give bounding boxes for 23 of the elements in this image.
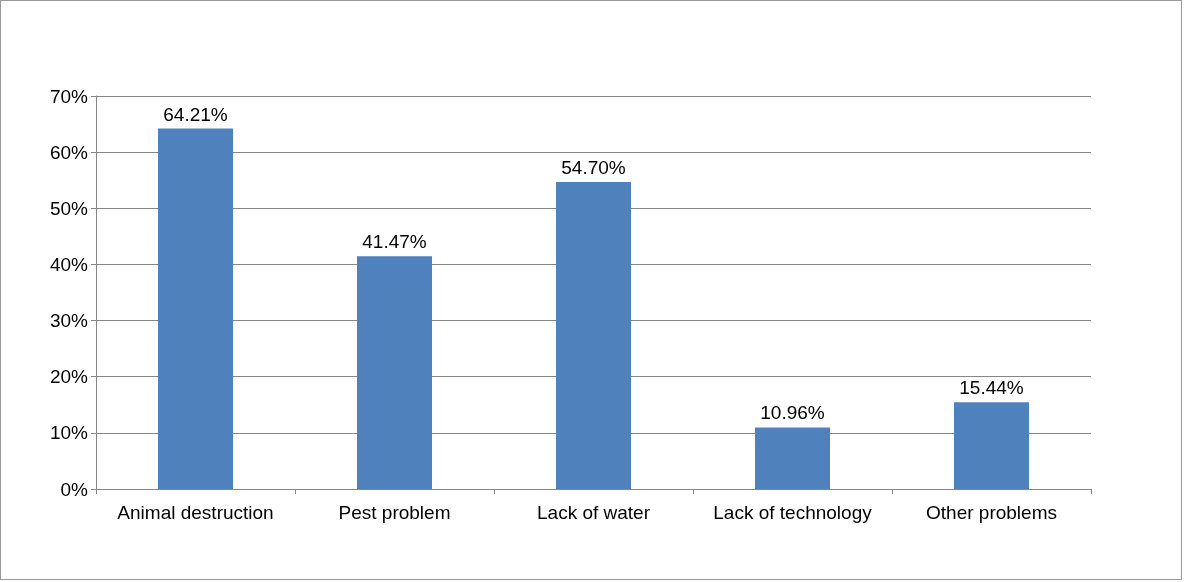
bar bbox=[755, 427, 830, 489]
data-label: 54.70% bbox=[561, 156, 626, 178]
bar bbox=[954, 402, 1029, 489]
x-tick-label: Animal destruction bbox=[117, 502, 274, 523]
data-label: 15.44% bbox=[959, 377, 1024, 399]
bar bbox=[158, 128, 233, 489]
data-label: 41.47% bbox=[362, 231, 427, 253]
y-tick-label: 10% bbox=[49, 422, 89, 444]
y-tick-label: 60% bbox=[49, 141, 89, 163]
bar bbox=[556, 181, 631, 489]
y-tick-label: 50% bbox=[49, 197, 89, 219]
data-label: 10.96% bbox=[760, 402, 825, 424]
y-tick-label: 30% bbox=[49, 310, 89, 332]
y-tick-label: 20% bbox=[49, 366, 89, 388]
y-tick-label: 70% bbox=[49, 85, 89, 107]
x-tick-label: Pest problem bbox=[338, 502, 451, 523]
bar bbox=[357, 256, 432, 489]
x-tick-label: Other problems bbox=[926, 502, 1057, 523]
x-tick-label: Lack of technology bbox=[713, 502, 873, 523]
x-tick-label: Lack of water bbox=[537, 502, 651, 523]
y-tick-label: 0% bbox=[60, 478, 89, 500]
y-tick-label: 40% bbox=[49, 253, 89, 275]
data-label: 64.21% bbox=[163, 103, 228, 125]
